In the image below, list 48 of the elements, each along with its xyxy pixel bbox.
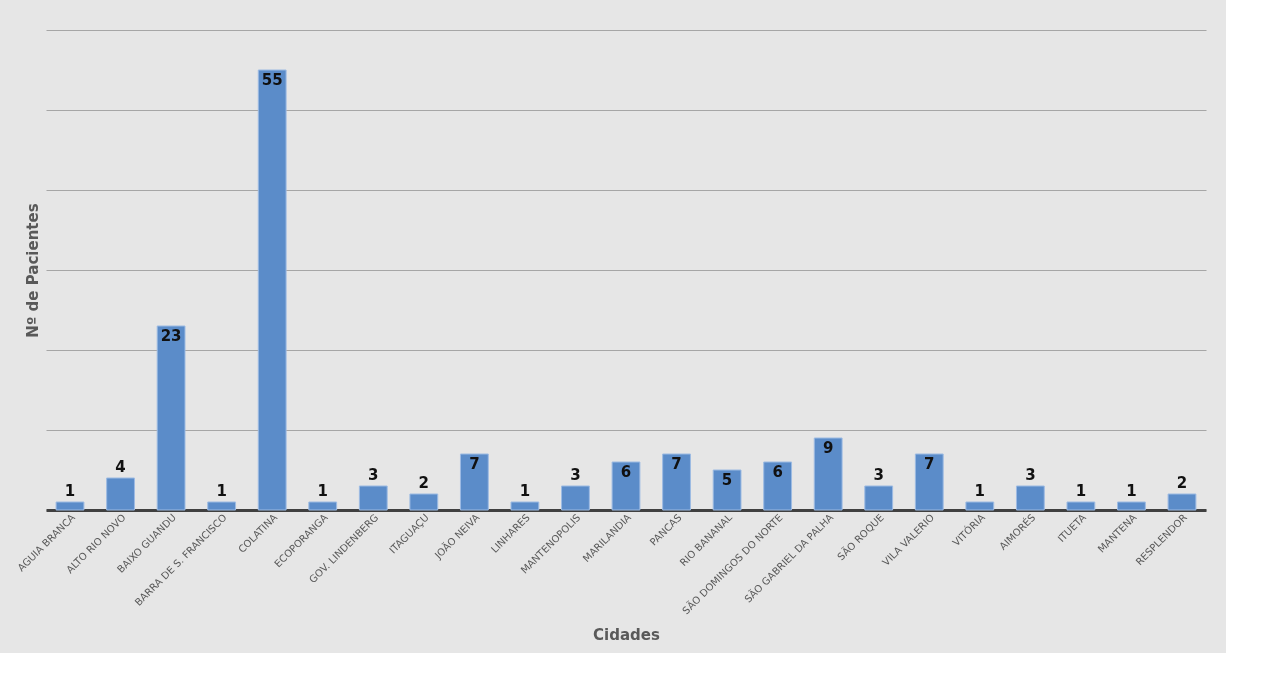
data-label: 7 — [671, 455, 682, 473]
bar — [611, 461, 641, 511]
bar — [106, 477, 135, 511]
bar — [1015, 485, 1045, 511]
data-label: 3 — [873, 466, 884, 484]
bar — [358, 485, 388, 511]
data-label: 3 — [570, 466, 581, 484]
data-label: 3 — [1025, 466, 1036, 484]
bar — [965, 501, 995, 511]
bar — [864, 485, 894, 511]
bar — [308, 501, 338, 511]
bar — [510, 501, 540, 511]
bar — [409, 493, 439, 511]
bar — [914, 453, 944, 511]
data-label: 3 — [368, 466, 379, 484]
data-label: 1 — [216, 482, 227, 500]
bar — [156, 325, 186, 511]
data-label: 1 — [519, 482, 531, 500]
bar — [662, 453, 691, 511]
data-label: 2 — [1176, 474, 1188, 492]
data-label: 1 — [1075, 482, 1087, 500]
bar — [712, 469, 742, 511]
data-label: 1 — [974, 482, 986, 500]
data-label: 55 — [261, 71, 283, 89]
bar — [813, 437, 843, 511]
data-label: 9 — [822, 439, 834, 457]
x-axis-title: Cidades — [593, 626, 660, 645]
y-axis-title: Nº de Pacientes — [23, 203, 42, 338]
data-label: 5 — [721, 471, 733, 489]
bar — [257, 69, 287, 511]
bar — [1167, 493, 1197, 511]
data-label: 6 — [772, 463, 783, 481]
data-label: 23 — [160, 327, 182, 345]
data-label: 6 — [620, 463, 632, 481]
data-label: 1 — [317, 482, 328, 500]
bar — [207, 501, 237, 511]
data-label: 1 — [1126, 482, 1137, 500]
data-label: 2 — [418, 474, 430, 492]
bar — [1066, 501, 1096, 511]
bar — [763, 461, 793, 511]
data-label: 1 — [64, 482, 76, 500]
bar — [55, 501, 85, 511]
data-label: 7 — [469, 455, 480, 473]
bar — [1117, 501, 1146, 511]
bar — [459, 453, 489, 511]
data-label: 4 — [115, 458, 126, 476]
data-label: 7 — [924, 455, 935, 473]
bar — [561, 485, 590, 511]
